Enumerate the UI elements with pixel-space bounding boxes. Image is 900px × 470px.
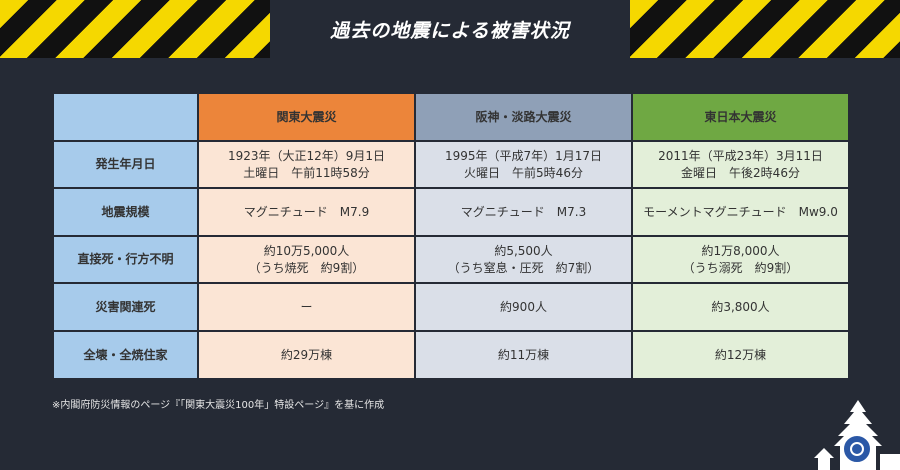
cell-line: （うち溺死 約9割） (682, 260, 799, 275)
cell-line: 土曜日 午前11時58分 (243, 165, 370, 180)
page-title: 過去の地震による被害状況 (330, 19, 570, 42)
cell-line: （うち窒息・圧死 約7割） (447, 260, 600, 275)
row-label-houses-destroyed: 全壊・全焼住家 (52, 330, 199, 380)
table-row: 地震規模 マグニチュード M7.9 マグニチュード M7.3 モーメントマグニチ… (52, 187, 850, 237)
cell-kanto-houses: 約29万棟 (197, 330, 416, 380)
cell-line: 1995年（平成7年）1月17日 (444, 148, 603, 163)
cell-kanto-deaths: 約10万5,000人 （うち焼死 約9割） (197, 235, 416, 284)
title-bar: 過去の地震による被害状況 (0, 0, 900, 58)
damage-comparison-table: 関東大震災 阪神・淡路大震災 東日本大震災 発生年月日 1923年（大正12年）… (52, 92, 850, 380)
row-label-deaths: 直接死・行方不明 (52, 235, 199, 284)
cell-line: 約12万棟 (714, 347, 767, 362)
cell-line: 約10万5,000人 (263, 243, 350, 258)
emblem-logo-icon (842, 434, 872, 464)
cell-line: 約29万棟 (280, 347, 333, 362)
cell-hanshin-related-deaths: 約900人 (414, 282, 633, 332)
header-kanto: 関東大震災 (197, 92, 416, 142)
cell-line: 約3,800人 (711, 299, 770, 314)
cell-line: 1923年（大正12年）9月1日 (227, 148, 386, 163)
cell-line: 約5,500人 (494, 243, 553, 258)
cell-higashi-deaths: 約1万8,000人 （うち溺死 約9割） (631, 235, 850, 284)
cell-higashi-magnitude: モーメントマグニチュード Mw9.0 (631, 187, 850, 237)
cell-line: 2011年（平成23年）3月11日 (658, 148, 823, 163)
cell-kanto-date: 1923年（大正12年）9月1日 土曜日 午前11時58分 (197, 140, 416, 189)
cell-line: マグニチュード M7.3 (460, 204, 587, 219)
table-row: 災害関連死 ー 約900人 約3,800人 (52, 282, 850, 332)
cell-kanto-related-deaths: ー (197, 282, 416, 332)
row-label-magnitude: 地震規模 (52, 187, 199, 237)
table-row: 直接死・行方不明 約10万5,000人 （うち焼死 約9割） 約5,500人 （… (52, 235, 850, 284)
hazard-stripe-left (0, 0, 270, 58)
header-hanshin-awaji: 阪神・淡路大震災 (414, 92, 633, 142)
header-higashi-nihon: 東日本大震災 (631, 92, 850, 142)
cell-line: マグニチュード M7.9 (243, 204, 370, 219)
cell-higashi-date: 2011年（平成23年）3月11日 金曜日 午後2時46分 (631, 140, 850, 189)
header-corner-cell (52, 92, 199, 142)
cell-line: ー (300, 299, 313, 314)
cell-line: モーメントマグニチュード Mw9.0 (643, 204, 838, 219)
cell-line: 火曜日 午前5時46分 (464, 165, 583, 180)
cell-line: 約11万棟 (497, 347, 550, 362)
row-label-date: 発生年月日 (52, 140, 199, 189)
cell-kanto-magnitude: マグニチュード M7.9 (197, 187, 416, 237)
hazard-stripe-right (630, 0, 900, 58)
cell-hanshin-deaths: 約5,500人 （うち窒息・圧死 約7割） (414, 235, 633, 284)
cell-line: 約1万8,000人 (701, 243, 780, 258)
cell-higashi-houses: 約12万棟 (631, 330, 850, 380)
source-footnote: ※内閣府防災情報のページ『「関東大震災100年」特設ページ』を基に作成 (52, 400, 385, 411)
cell-hanshin-date: 1995年（平成7年）1月17日 火曜日 午前5時46分 (414, 140, 633, 189)
table-row: 全壊・全焼住家 約29万棟 約11万棟 約12万棟 (52, 330, 850, 380)
cell-line: 金曜日 午後2時46分 (681, 165, 800, 180)
emblem-ring (850, 442, 864, 456)
cell-line: （うち焼死 約9割） (248, 260, 365, 275)
cell-line: 約900人 (500, 299, 547, 314)
table-header-row: 関東大震災 阪神・淡路大震災 東日本大震災 (52, 92, 850, 142)
row-label-related-deaths: 災害関連死 (52, 282, 199, 332)
cell-hanshin-magnitude: マグニチュード M7.3 (414, 187, 633, 237)
cell-higashi-related-deaths: 約3,800人 (631, 282, 850, 332)
cell-hanshin-houses: 約11万棟 (414, 330, 633, 380)
table-row: 発生年月日 1923年（大正12年）9月1日 土曜日 午前11時58分 1995… (52, 140, 850, 189)
